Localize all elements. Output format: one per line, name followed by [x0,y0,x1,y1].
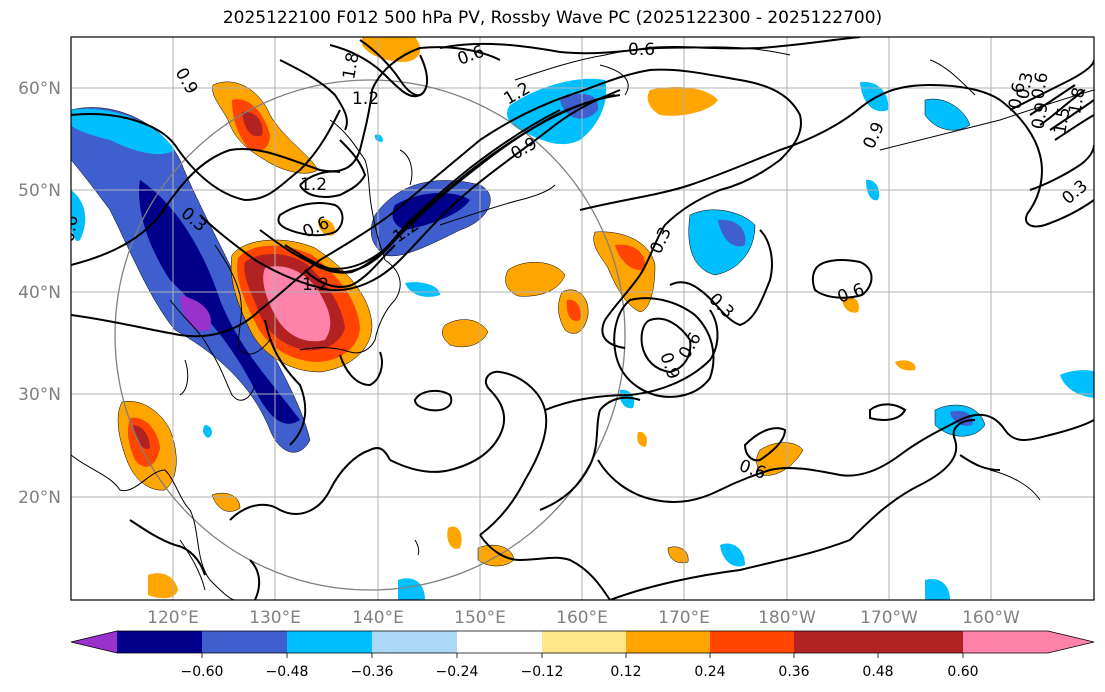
colorbar-tick-label: 0.60 [947,664,978,680]
lon-label: 180°W [758,608,816,628]
contour-label: 1.8 [339,51,363,81]
lat-label: 30°N [18,385,61,405]
latitude-labels: 60°N 50°N 40°N 30°N 20°N [18,79,61,508]
colorbar-outline [70,630,1095,654]
colorbar-segment [457,631,542,653]
lon-label: 170°W [860,608,918,628]
map-area: 0.6 0.6 0.9 1.8 1.2 1.2 1.2 0.9 1.2 0.6 … [58,37,1094,600]
lon-label: 160°W [962,608,1020,628]
lat-label: 40°N [18,283,61,303]
colorbar-segment [117,631,202,653]
lat-label: 20°N [18,488,61,508]
contour-label: 0.6 [1028,71,1052,101]
colorbar-segment [963,631,1048,653]
contour-label: 0.6 [1005,81,1029,111]
contour-label: 0.3 [1013,71,1037,101]
plot-title: 2025122100 F012 500 hPa PV, Rossby Wave … [222,8,883,28]
negative-anomaly-shading [71,78,1094,600]
contour-label: 1.5 [1050,106,1074,136]
colorbar-tick-label: −0.24 [436,664,479,680]
contour-label: 1.8 [1065,86,1089,116]
colorbar-tick-label: −0.60 [181,664,224,680]
lon-label: 120°E [147,608,199,628]
contour-label: 1.2 [352,89,379,109]
colorbar-segment [287,631,372,653]
contour-label: 0.6 [628,40,655,60]
lon-label: 130°E [249,608,301,628]
colorbar-extend-min [71,631,117,653]
colorbar-tick-label: −0.36 [351,664,394,680]
map-gridlines [71,37,1094,600]
lat-label: 60°N [18,79,61,99]
colorbar-tick-label: 0.12 [610,664,641,680]
colorbar-tick-label: −0.48 [266,664,309,680]
colorbar-tick-labels: −0.60 −0.48 −0.36 −0.24 −0.12 0.12 0.24 … [181,664,979,680]
lon-label: 140°E [352,608,404,628]
colorbar-segment [372,631,457,653]
lon-label: 150°E [454,608,506,628]
pv-contours [71,37,1094,600]
positive-anomaly-shading [117,37,916,599]
colorbar-extend-max [1048,631,1094,653]
lon-label: 160°E [556,608,608,628]
colorbar-ticks [201,653,964,658]
colorbar: −0.60 −0.48 −0.36 −0.24 −0.12 0.12 0.24 … [70,630,1095,680]
colorbar-tick-label: 0.48 [862,664,893,680]
colorbar-tick-label: 0.36 [778,664,809,680]
colorbar-tick-label: 0.24 [694,664,725,680]
colorbar-tick-label: −0.12 [521,664,564,680]
contour-label: 0.6 [58,214,82,244]
contour-label: 1.2 [300,175,327,195]
reference-radius-circle [114,79,626,591]
longitude-labels: 120°E 130°E 140°E 150°E 160°E 170°E 180°… [147,608,1020,628]
colorbar-segment [202,631,287,653]
lon-label: 170°E [658,608,710,628]
lat-label: 50°N [18,181,61,201]
colorbar-segment [542,631,626,653]
contour-label: 0.9 [1028,101,1052,131]
colorbar-segment [626,631,710,653]
colorbar-segment [710,631,794,653]
colorbar-segment [878,631,963,653]
map-frame [70,36,1095,601]
colorbar-segment [794,631,878,653]
contour-label: 1.2 [302,275,329,295]
